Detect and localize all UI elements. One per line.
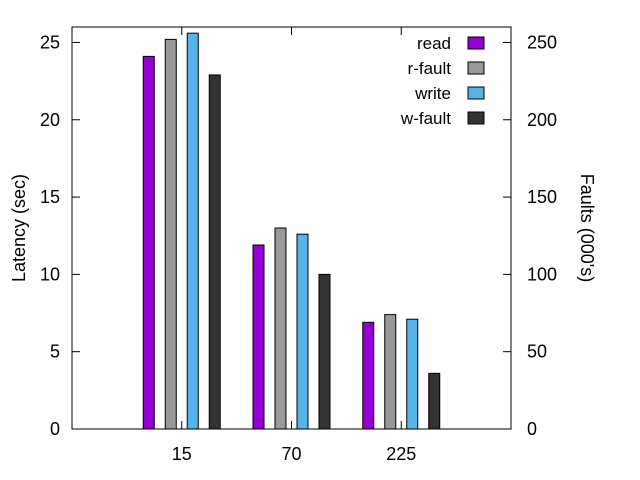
left-tick-label: 25 — [40, 32, 60, 52]
left-tick-label: 20 — [40, 110, 60, 130]
left-tick-label: 5 — [50, 342, 60, 362]
right-tick-label: 150 — [527, 187, 557, 207]
category-label: 15 — [172, 444, 192, 464]
left-tick-label: 15 — [40, 187, 60, 207]
bar-write-70 — [296, 233, 309, 430]
right-tick-label: 200 — [527, 110, 557, 130]
bar-r-fault-70 — [274, 227, 287, 430]
bar-write-15 — [186, 32, 199, 430]
legend-label-r-fault: r-fault — [408, 59, 452, 78]
left-axis-label: Latency (sec) — [9, 174, 29, 282]
legend: read r-fault write w-fault — [400, 34, 485, 128]
legend-swatch-read — [467, 36, 485, 50]
bar-r-fault-15 — [164, 38, 177, 430]
left-axis-ticks: 0 5 10 15 20 25 — [40, 32, 80, 439]
bar-w-fault-225 — [428, 372, 441, 430]
bars-layer — [142, 32, 441, 430]
left-tick-label: 0 — [50, 419, 60, 439]
legend-label-read: read — [417, 34, 451, 53]
legend-swatch-r-fault — [467, 61, 485, 75]
bar-w-fault-70 — [318, 273, 331, 430]
category-label: 70 — [281, 444, 301, 464]
right-axis-label: Faults (000's) — [577, 174, 597, 282]
bar-write-225 — [406, 318, 419, 430]
right-tick-label: 250 — [527, 32, 557, 52]
legend-swatch-write — [467, 86, 485, 100]
category-labels: 15 70 225 — [172, 27, 416, 464]
right-tick-label: 100 — [527, 264, 557, 284]
bar-read-70 — [252, 244, 265, 430]
category-label: 225 — [386, 444, 416, 464]
bar-read-15 — [142, 55, 155, 430]
left-tick-label: 10 — [40, 264, 60, 284]
bar-w-fault-15 — [208, 74, 221, 430]
right-axis-ticks: 0 50 100 150 200 250 — [503, 32, 557, 439]
legend-swatch-w-fault — [467, 111, 485, 125]
bar-r-fault-225 — [384, 314, 397, 430]
bar-read-225 — [362, 321, 375, 430]
right-tick-label: 0 — [527, 419, 537, 439]
legend-label-write: write — [414, 84, 451, 103]
right-tick-label: 50 — [527, 342, 547, 362]
legend-label-w-fault: w-fault — [400, 109, 451, 128]
